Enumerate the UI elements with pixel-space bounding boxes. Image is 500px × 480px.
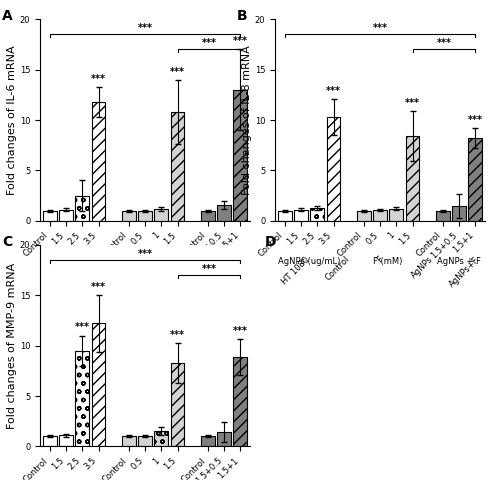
Bar bbox=[43, 211, 57, 221]
Text: ***: *** bbox=[75, 323, 90, 333]
Bar bbox=[76, 350, 89, 446]
Bar bbox=[76, 196, 89, 221]
Bar bbox=[310, 208, 324, 221]
Bar bbox=[278, 211, 291, 221]
Bar bbox=[154, 209, 168, 221]
Bar bbox=[326, 117, 340, 221]
Text: ***: *** bbox=[232, 325, 248, 336]
Text: ***: *** bbox=[372, 24, 388, 33]
Bar bbox=[138, 436, 152, 446]
Bar bbox=[122, 436, 136, 446]
Text: ***: *** bbox=[170, 67, 185, 77]
Bar bbox=[138, 211, 152, 221]
Text: F (mM): F (mM) bbox=[138, 257, 168, 266]
Y-axis label: Fold changes of IL-8 mRNA: Fold changes of IL-8 mRNA bbox=[242, 45, 252, 195]
Y-axis label: Fold changes of MMP-9 mRNA: Fold changes of MMP-9 mRNA bbox=[7, 263, 17, 429]
Text: ***: *** bbox=[138, 24, 152, 33]
Bar bbox=[43, 436, 57, 446]
Text: Control: Control bbox=[324, 255, 352, 283]
Bar bbox=[122, 211, 136, 221]
Text: ***: *** bbox=[468, 115, 482, 125]
Bar bbox=[59, 210, 73, 221]
Bar bbox=[279, 337, 313, 354]
Bar bbox=[234, 90, 247, 221]
Text: AgNPs (ug/mL): AgNPs (ug/mL) bbox=[43, 257, 106, 266]
Text: ***: *** bbox=[405, 98, 420, 108]
Bar bbox=[390, 209, 403, 221]
Bar bbox=[201, 211, 214, 221]
Text: ***: *** bbox=[436, 38, 452, 48]
Bar bbox=[92, 102, 106, 221]
Text: AgNPs: AgNPs bbox=[410, 255, 434, 280]
Bar bbox=[447, 337, 481, 354]
Bar bbox=[294, 210, 308, 221]
Text: ***: *** bbox=[138, 249, 152, 259]
Bar bbox=[406, 136, 419, 221]
Bar bbox=[405, 337, 439, 354]
Bar bbox=[468, 138, 482, 221]
Bar bbox=[357, 211, 370, 221]
Text: ***: *** bbox=[91, 74, 106, 84]
Bar bbox=[201, 436, 214, 446]
Bar bbox=[170, 112, 184, 221]
Bar bbox=[59, 435, 73, 446]
Text: ***: *** bbox=[170, 330, 185, 339]
Bar bbox=[452, 205, 466, 221]
Text: ***: *** bbox=[232, 36, 248, 47]
Text: C: C bbox=[2, 235, 12, 249]
Text: HT 1080: HT 1080 bbox=[280, 255, 312, 286]
Y-axis label: Fold changes of IL-6 mRNA: Fold changes of IL-6 mRNA bbox=[7, 45, 17, 195]
Text: AgNPs + F: AgNPs + F bbox=[202, 257, 246, 266]
Text: D: D bbox=[264, 235, 276, 249]
Bar bbox=[234, 357, 247, 446]
Bar bbox=[170, 363, 184, 446]
Bar bbox=[92, 324, 106, 446]
Bar bbox=[154, 431, 168, 446]
Text: AgNPs+F: AgNPs+F bbox=[447, 255, 481, 288]
Text: A: A bbox=[2, 9, 13, 23]
Text: ***: *** bbox=[202, 38, 216, 48]
Bar bbox=[373, 210, 387, 221]
Text: ***: *** bbox=[326, 86, 341, 96]
Text: ***: *** bbox=[202, 264, 216, 274]
Bar bbox=[436, 211, 450, 221]
Text: AgNPs (ug/mL): AgNPs (ug/mL) bbox=[278, 257, 340, 266]
Text: F: F bbox=[375, 255, 385, 264]
Bar bbox=[217, 432, 231, 446]
Text: B: B bbox=[237, 9, 248, 23]
Text: ***: *** bbox=[91, 282, 106, 292]
Bar bbox=[217, 204, 231, 221]
Text: AgNPs + F: AgNPs + F bbox=[437, 257, 481, 266]
Text: F (mM): F (mM) bbox=[374, 257, 403, 266]
